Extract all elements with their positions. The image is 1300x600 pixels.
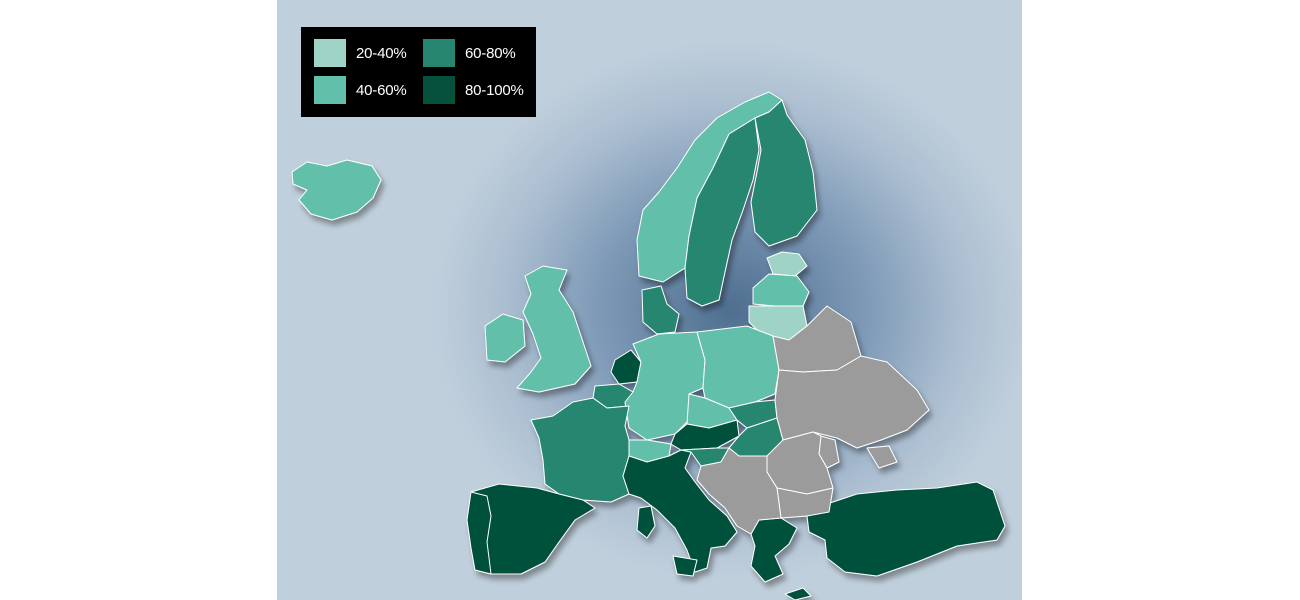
legend-swatch xyxy=(423,39,455,67)
region-portugal xyxy=(466,491,492,575)
legend-label: 80-100% xyxy=(465,81,524,99)
legend-item-60-80: 60-80% xyxy=(423,39,516,67)
region-cyprus xyxy=(784,587,812,600)
region-iceland xyxy=(291,159,382,221)
legend-swatch xyxy=(423,76,455,104)
region-sardinia xyxy=(636,505,656,539)
region-sweden xyxy=(684,117,760,307)
region-latvia xyxy=(752,273,810,307)
region-netherlands xyxy=(610,349,642,385)
region-france xyxy=(530,397,630,503)
legend-swatch xyxy=(314,39,346,67)
region-crimea xyxy=(866,445,898,469)
legend: 20-40% 40-60% 60-80% 80-100% xyxy=(301,27,536,117)
region-italy xyxy=(622,449,738,573)
map-panel: 20-40% 40-60% 60-80% 80-100% xyxy=(277,0,1022,600)
region-denmark xyxy=(641,285,680,335)
region-united-kingdom xyxy=(516,265,592,393)
region-estonia xyxy=(766,251,808,277)
region-poland xyxy=(696,325,780,409)
legend-label: 20-40% xyxy=(356,44,407,62)
legend-label: 60-80% xyxy=(465,44,516,62)
region-ukraine xyxy=(774,355,930,449)
legend-label: 40-60% xyxy=(356,81,407,99)
europe-map xyxy=(291,91,1006,600)
legend-swatch xyxy=(314,76,346,104)
region-finland xyxy=(750,99,818,247)
legend-item-40-60: 40-60% xyxy=(314,76,407,104)
region-sicily xyxy=(672,555,698,577)
legend-item-20-40: 20-40% xyxy=(314,39,407,67)
region-greece xyxy=(750,517,798,583)
region-turkey xyxy=(806,481,1006,577)
legend-item-80-100: 80-100% xyxy=(423,76,524,104)
region-ireland xyxy=(484,313,526,363)
region-western-balkans xyxy=(696,447,782,535)
